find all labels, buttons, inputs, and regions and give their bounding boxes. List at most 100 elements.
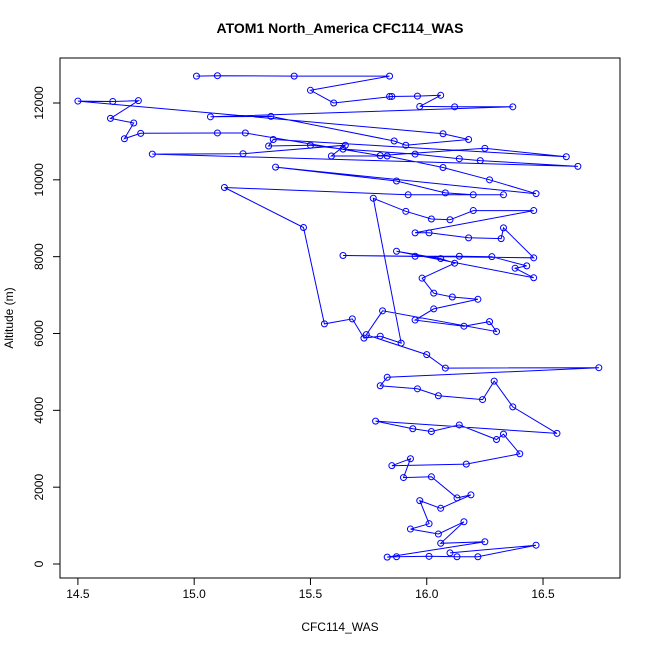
point — [134, 97, 142, 105]
point — [193, 72, 201, 80]
y-tick-label: 4000 — [32, 397, 46, 424]
point — [497, 235, 505, 243]
point — [409, 425, 417, 433]
point — [383, 373, 391, 381]
point — [306, 141, 314, 149]
point — [372, 417, 380, 425]
point — [413, 92, 421, 100]
point — [393, 553, 401, 561]
y-tick-label: 0 — [32, 560, 46, 567]
point — [437, 504, 445, 512]
point — [469, 207, 477, 215]
point — [481, 538, 489, 546]
point — [239, 150, 247, 158]
point — [490, 377, 498, 385]
point — [446, 216, 454, 224]
point — [137, 129, 145, 137]
point — [460, 322, 468, 330]
point — [341, 141, 349, 149]
x-tick-label: 14.5 — [66, 587, 90, 601]
point — [488, 253, 496, 261]
point — [469, 191, 477, 199]
point — [486, 176, 494, 184]
point — [516, 450, 524, 458]
series-line — [77, 75, 599, 558]
point — [306, 86, 314, 94]
point — [460, 518, 468, 526]
point — [362, 331, 370, 339]
point — [476, 157, 484, 165]
point — [441, 189, 449, 197]
x-tick-label: 15.0 — [183, 587, 207, 601]
point — [383, 553, 391, 561]
point — [430, 289, 438, 297]
point — [530, 254, 538, 262]
point — [348, 315, 356, 323]
y-axis-label: Altitude (m) — [2, 287, 16, 348]
point — [511, 264, 519, 272]
point — [553, 429, 561, 437]
point — [451, 259, 459, 267]
point — [290, 72, 298, 80]
point — [532, 190, 540, 198]
point — [430, 305, 438, 313]
point — [379, 307, 387, 315]
point — [574, 162, 582, 170]
point — [376, 382, 384, 390]
point — [437, 539, 445, 547]
point — [455, 252, 463, 260]
point — [327, 152, 335, 160]
point — [402, 141, 410, 149]
point — [509, 403, 517, 411]
point — [397, 339, 405, 347]
point — [486, 318, 494, 326]
point — [437, 91, 445, 99]
point — [241, 129, 249, 137]
point — [120, 135, 128, 143]
point — [148, 150, 156, 158]
point — [446, 549, 454, 557]
point — [330, 99, 338, 107]
point — [448, 293, 456, 301]
point — [493, 436, 501, 444]
x-tick-label: 16.5 — [531, 587, 555, 601]
point — [376, 332, 384, 340]
point — [423, 351, 431, 359]
point — [465, 234, 473, 242]
x-axis-label: CFC114_WAS — [301, 620, 378, 634]
point — [427, 427, 435, 435]
point — [474, 553, 482, 561]
point — [530, 274, 538, 282]
point — [437, 255, 445, 263]
point — [479, 396, 487, 404]
point — [499, 430, 507, 438]
point — [455, 155, 463, 163]
point — [74, 97, 82, 105]
point — [388, 92, 396, 100]
point — [299, 223, 307, 231]
point — [451, 103, 459, 111]
y-tick-label: 8000 — [32, 243, 46, 270]
y-tick-label: 12000 — [32, 86, 46, 120]
point — [453, 553, 461, 561]
y-tick-label: 2000 — [32, 474, 46, 501]
point — [206, 113, 214, 121]
point — [213, 129, 221, 137]
point — [360, 334, 368, 342]
point — [427, 473, 435, 481]
point — [481, 144, 489, 152]
point — [595, 364, 603, 372]
point — [462, 460, 470, 468]
point — [411, 252, 419, 260]
point — [467, 491, 475, 499]
point — [418, 274, 426, 282]
point — [493, 328, 501, 336]
point — [339, 252, 347, 260]
chart-title: ATOM1 North_America CFC114_WAS — [217, 20, 464, 36]
point — [434, 530, 442, 538]
point — [416, 497, 424, 505]
point — [439, 130, 447, 138]
point — [455, 421, 463, 429]
